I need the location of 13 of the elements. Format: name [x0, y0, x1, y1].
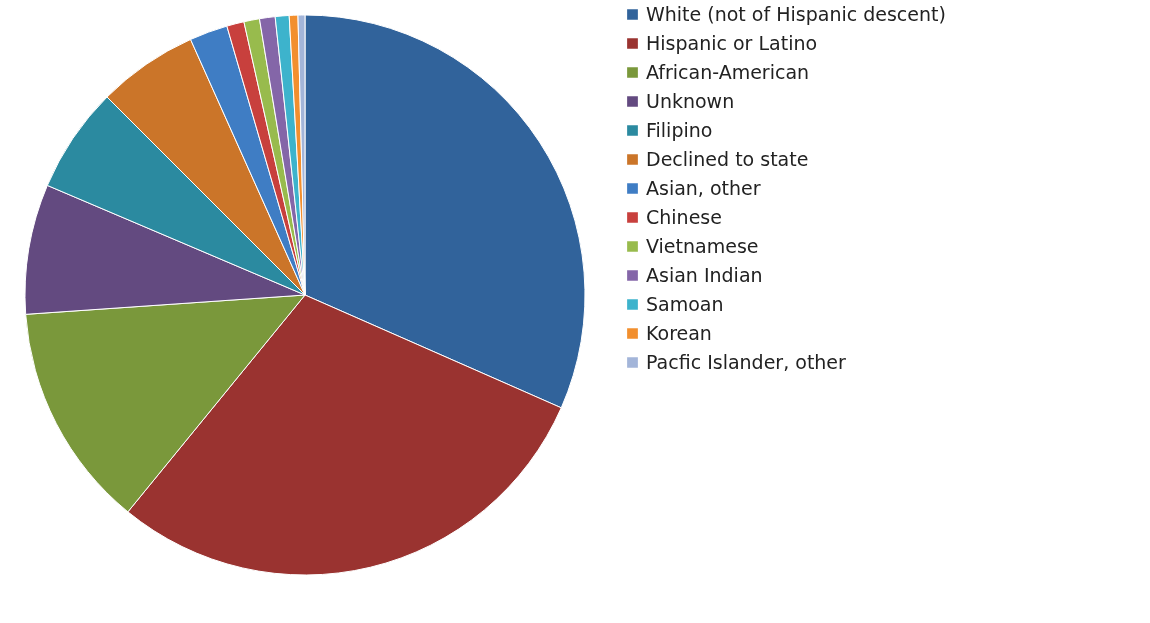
legend-label: Filipino: [646, 118, 713, 141]
legend-label: Unknown: [646, 89, 735, 112]
legend-label: African-American: [646, 60, 810, 83]
legend-label: Samoan: [646, 292, 724, 315]
legend-label: Declined to state: [646, 147, 809, 170]
legend-label: Chinese: [646, 205, 722, 228]
legend-label: Pacfic Islander, other: [646, 350, 847, 373]
legend-label: Asian Indian: [646, 263, 763, 286]
legend-label: Asian, other: [646, 176, 761, 199]
legend-label: Vietnamese: [646, 234, 759, 257]
legend-label: White (not of Hispanic descent): [646, 2, 946, 25]
legend-label: Hispanic or Latino: [646, 31, 818, 54]
legend-label: Korean: [646, 321, 712, 344]
